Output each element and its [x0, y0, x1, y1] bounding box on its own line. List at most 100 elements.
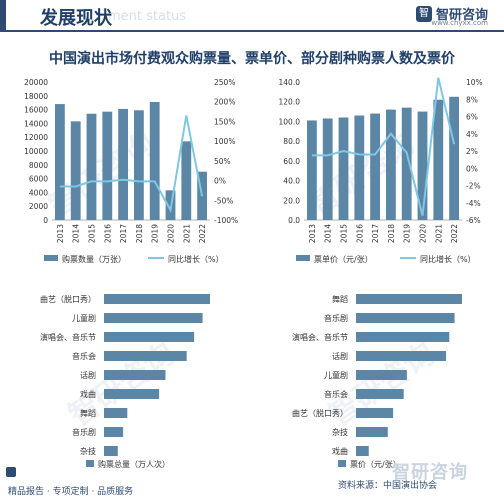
y-left-tick-label: 10000: [24, 147, 48, 156]
legend-bar-swatch: [44, 255, 58, 261]
chart-ticket-volume: 0 2000 4000 6000 8000 10000 12000 14000 16000 180…: [24, 78, 238, 264]
growth-line: [59, 115, 204, 214]
bar: [102, 111, 113, 220]
bar: [104, 427, 124, 437]
category-label: 儿童剧: [324, 370, 348, 380]
x-tick-label: 2022: [198, 224, 207, 243]
bar: [55, 104, 65, 220]
y-right-tick-label: 100%: [214, 137, 235, 146]
y-left-tick-label: 140.0: [279, 78, 301, 87]
x-tick-label: 2019: [403, 224, 412, 243]
footer-source: 资料来源：中国演出协会: [338, 481, 438, 491]
y-left-tick-label: 40.0: [283, 177, 300, 186]
bar: [401, 107, 412, 220]
y-left-tick-label: 2000: [29, 202, 48, 211]
bar: [449, 96, 459, 220]
y-right-tick-label: 10%: [466, 78, 483, 87]
legend-bar-label: 购票数量（万张）: [62, 254, 126, 264]
x-tick-label: 2018: [135, 224, 144, 243]
footer-brand: 智研咨询: [392, 462, 468, 483]
y-right-tick-label: 50%: [214, 157, 231, 166]
bar: [417, 111, 428, 220]
x-tick-label: 2013: [308, 224, 317, 243]
y-left-tick-label: 4000: [29, 188, 48, 197]
y-right-tick-label: -4%: [466, 199, 481, 208]
x-tick-label: 2014: [324, 224, 333, 243]
footer-square-icon: [6, 467, 16, 477]
category-label: 舞蹈: [80, 408, 96, 418]
x-tick-label: 2013: [56, 224, 65, 243]
y-right-tick-label: -100%: [214, 216, 238, 225]
y-left-tick-label: 60.0: [283, 157, 300, 166]
y-right-tick-label: 150%: [214, 117, 235, 126]
category-label: 曲艺（脱口秀）: [40, 294, 96, 304]
header-ghost-text: ment status: [108, 9, 187, 24]
category-label: 话剧: [332, 351, 348, 361]
y-right-tick-label: 4%: [466, 130, 478, 139]
bar: [356, 332, 450, 342]
y-left-tick-label: 20000: [24, 78, 48, 87]
footer-links: 精品报告 · 专项定制 · 品质服务: [8, 487, 134, 497]
bar: [356, 313, 455, 323]
legend-line-label: 同比增长（%）: [168, 254, 224, 264]
bar: [356, 351, 447, 361]
bar: [356, 294, 462, 304]
category-label: 舞蹈: [332, 294, 348, 304]
category-label: 话剧: [80, 370, 96, 380]
bar: [386, 109, 396, 220]
y-left-tick-label: 8000: [29, 161, 48, 170]
x-tick-label: 2016: [355, 224, 364, 243]
bar: [370, 113, 380, 220]
brand-url: www.chyxx.com: [431, 19, 488, 27]
y-right-tick-label: -6%: [466, 216, 481, 225]
x-tick-label: 2015: [88, 224, 97, 243]
y-left-tick-label: 14000: [24, 119, 48, 128]
y-left-tick-label: 0.0: [288, 216, 300, 225]
bar: [104, 389, 160, 399]
bar: [86, 113, 97, 220]
y-left-tick-label: 100.0: [279, 117, 301, 126]
y-right-tick-label: -2%: [466, 182, 481, 191]
y-right-tick-label: -50%: [214, 196, 233, 205]
y-right-tick-label: 0%: [214, 177, 226, 186]
chart-ticket-price: 0.0 20.0 40.0 60.0 80.0 100.0 120.0 140.0 -6% -4%…: [279, 77, 483, 264]
bar: [104, 408, 128, 418]
y-left-tick-label: 0: [43, 216, 48, 225]
header: ment status 发展现状 智 智研咨询 www.chyxx.com: [0, 0, 504, 30]
y-left-tick-label: 20.0: [283, 196, 300, 205]
category-label: 演唱会、音乐节: [40, 332, 96, 342]
bar: [433, 99, 444, 220]
section-title: 发展现状: [40, 8, 112, 29]
bar: [104, 351, 187, 361]
x-tick-label: 2018: [387, 224, 396, 243]
legend-label: 票价（元/张）: [350, 460, 401, 469]
brand-logo-icon: 智: [416, 6, 432, 22]
bar: [104, 294, 210, 304]
bar: [356, 446, 369, 456]
main-title: 中国演出市场付费观众购票量、票单价、部分剧种购票人数及票价: [49, 51, 455, 67]
footer: 精品报告 · 专项定制 · 品质服务 智研咨询 资料来源：中国演出协会: [0, 462, 504, 500]
brand-name: 智研咨询: [435, 8, 488, 23]
bar: [104, 313, 203, 323]
bar: [104, 446, 118, 456]
y-right-tick-label: 0%: [466, 164, 478, 173]
x-tick-label: 2021: [182, 224, 191, 243]
x-tick-label: 2020: [419, 224, 428, 243]
bar: [104, 332, 195, 342]
bar: [322, 118, 333, 220]
y-right-tick-label: 6%: [466, 113, 478, 122]
category-label: 杂技: [80, 446, 96, 456]
category-label: 戏曲: [332, 446, 348, 456]
category-label: 音乐会: [72, 351, 96, 361]
legend-bar-swatch: [296, 255, 310, 261]
x-tick-label: 2017: [119, 224, 128, 243]
x-tick-label: 2021: [434, 224, 443, 243]
x-tick-label: 2020: [167, 224, 176, 243]
bar: [307, 120, 317, 220]
category-label: 戏曲: [80, 389, 96, 399]
x-tick-label: 2017: [371, 224, 380, 243]
category-label: 音乐剧: [324, 313, 348, 323]
